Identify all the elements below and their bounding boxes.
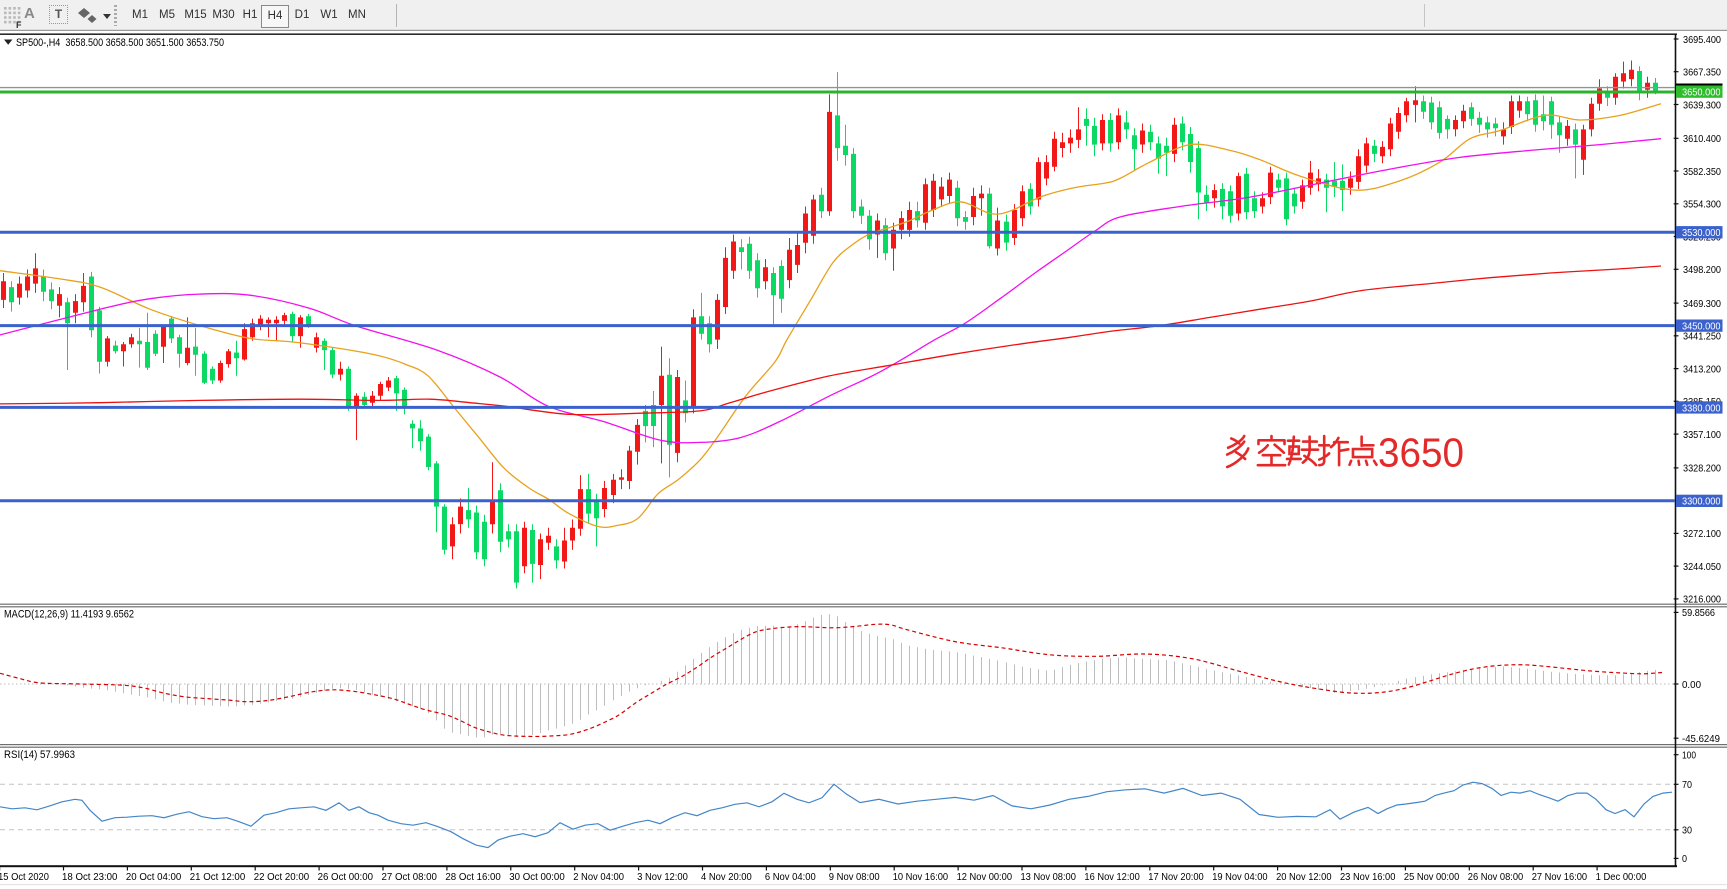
svg-text:0.00: 0.00 [1682,680,1701,691]
svg-text:13 Nov 08:00: 13 Nov 08:00 [1021,872,1077,883]
svg-text:RSI(14) 57.9963: RSI(14) 57.9963 [4,749,75,761]
svg-text:9 Nov 08:00: 9 Nov 08:00 [829,872,880,883]
svg-text:3469.300: 3469.300 [1683,299,1721,310]
svg-text:59.8566: 59.8566 [1682,608,1715,619]
svg-text:3498.200: 3498.200 [1683,265,1721,276]
svg-text:3380.000: 3380.000 [1682,403,1721,414]
svg-text:SP500-,H4 3658.500 3658.500 3: SP500-,H4 3658.500 3658.500 3651.500 365… [16,37,224,49]
svg-text:MACD(12,26,9) 11.4193 9.6562: MACD(12,26,9) 11.4193 9.6562 [4,609,134,621]
svg-text:1 Dec 00:00: 1 Dec 00:00 [1596,872,1647,883]
svg-text:10 Nov 16:00: 10 Nov 16:00 [893,872,949,883]
svg-text:100: 100 [1682,751,1696,762]
svg-text:3554.300: 3554.300 [1683,200,1721,211]
svg-text:12 Nov 00:00: 12 Nov 00:00 [957,872,1013,883]
svg-text:3244.050: 3244.050 [1683,562,1721,573]
svg-text:3216.000: 3216.000 [1683,595,1721,606]
svg-text:3650.000: 3650.000 [1682,88,1721,99]
svg-text:15 Oct 2020: 15 Oct 2020 [0,872,49,883]
svg-text:3441.250: 3441.250 [1683,332,1721,343]
svg-text:F: F [16,20,22,30]
svg-text:0: 0 [1682,854,1687,865]
svg-text:23 Nov 16:00: 23 Nov 16:00 [1340,872,1396,883]
svg-text:3530.000: 3530.000 [1682,228,1721,239]
svg-text:-45.6249: -45.6249 [1682,734,1720,745]
svg-text:30 Oct 00:00: 30 Oct 00:00 [509,872,565,883]
svg-text:20 Oct 04:00: 20 Oct 04:00 [126,872,182,883]
svg-text:17 Nov 20:00: 17 Nov 20:00 [1148,872,1204,883]
svg-text:3650: 3650 [1378,430,1464,476]
svg-text:3695.400: 3695.400 [1683,35,1721,46]
svg-text:21 Oct 12:00: 21 Oct 12:00 [190,872,246,883]
svg-text:22 Oct 20:00: 22 Oct 20:00 [254,872,310,883]
svg-text:19 Nov 04:00: 19 Nov 04:00 [1212,872,1268,883]
svg-text:3667.350: 3667.350 [1683,68,1721,79]
svg-text:3450.000: 3450.000 [1682,322,1721,333]
svg-text:3639.300: 3639.300 [1683,100,1721,111]
svg-text:26 Oct 00:00: 26 Oct 00:00 [318,872,374,883]
svg-text:3413.200: 3413.200 [1683,364,1721,375]
svg-text:6 Nov 04:00: 6 Nov 04:00 [765,872,816,883]
svg-text:3357.100: 3357.100 [1683,430,1721,441]
svg-text:3582.350: 3582.350 [1683,167,1721,178]
svg-text:25 Nov 00:00: 25 Nov 00:00 [1404,872,1460,883]
svg-text:3300.000: 3300.000 [1682,497,1721,508]
svg-text:27 Nov 16:00: 27 Nov 16:00 [1532,872,1588,883]
svg-text:2 Nov 04:00: 2 Nov 04:00 [573,872,624,883]
svg-text:16 Nov 12:00: 16 Nov 12:00 [1084,872,1140,883]
svg-text:70: 70 [1682,780,1692,791]
svg-text:3 Nov 12:00: 3 Nov 12:00 [637,872,688,883]
svg-text:4 Nov 20:00: 4 Nov 20:00 [701,872,752,883]
svg-text:30: 30 [1682,826,1692,837]
svg-text:20 Nov 12:00: 20 Nov 12:00 [1276,872,1332,883]
svg-text:3610.400: 3610.400 [1683,134,1721,145]
svg-text:26 Nov 08:00: 26 Nov 08:00 [1468,872,1524,883]
svg-text:3328.200: 3328.200 [1683,464,1721,475]
svg-text:3272.100: 3272.100 [1683,529,1721,540]
svg-text:28 Oct 16:00: 28 Oct 16:00 [445,872,501,883]
svg-text:18 Oct 23:00: 18 Oct 23:00 [62,872,118,883]
svg-text:27 Oct 08:00: 27 Oct 08:00 [382,872,438,883]
